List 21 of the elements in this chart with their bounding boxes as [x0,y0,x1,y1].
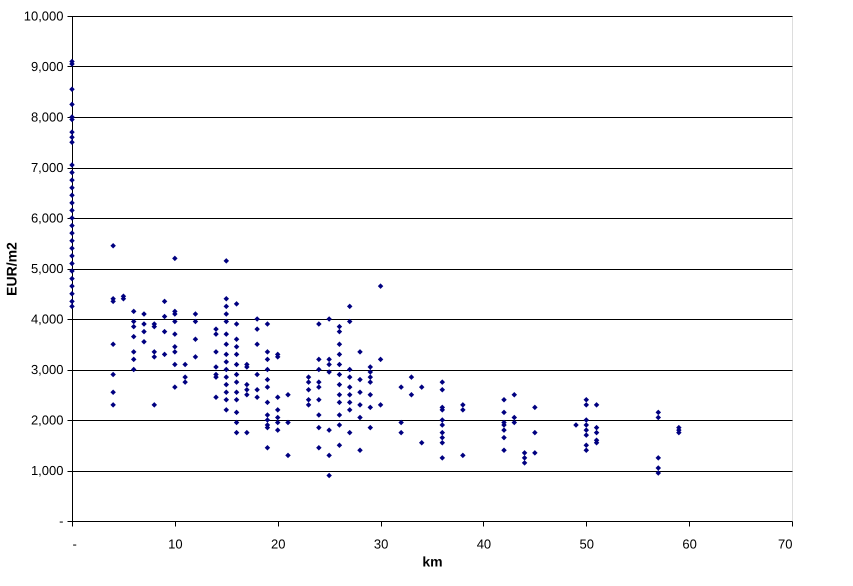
y-tick-label: 6,000 [30,210,64,226]
y-tick-label: 7,000 [30,160,64,175]
x-tick-label: 70 [778,536,792,552]
y-tick-label: 3,000 [30,362,64,377]
x-tick-label: 40 [476,536,492,552]
y-tick-label: 10,000 [24,8,64,24]
y-tick-label: 9,000 [30,59,64,74]
y-axis-title: EUR/m2 [4,242,20,296]
y-tick-label: 4,000 [30,312,64,326]
x-tick-label: 50 [580,536,594,552]
x-tick-label: - [72,536,77,552]
y-tick-label: 8,000 [30,110,64,124]
y-tick-label: - [59,514,64,528]
x-axis-title: km [422,554,443,570]
x-tick-label: 20 [270,536,286,552]
y-tick-label: 2,000 [30,412,64,428]
x-tick-label: 10 [168,536,183,552]
y-tick-label: 1,000 [30,463,64,478]
x-tick-label: 60 [682,536,697,552]
x-tick-label: 30 [374,536,388,552]
y-tick-label: 5,000 [30,261,64,276]
